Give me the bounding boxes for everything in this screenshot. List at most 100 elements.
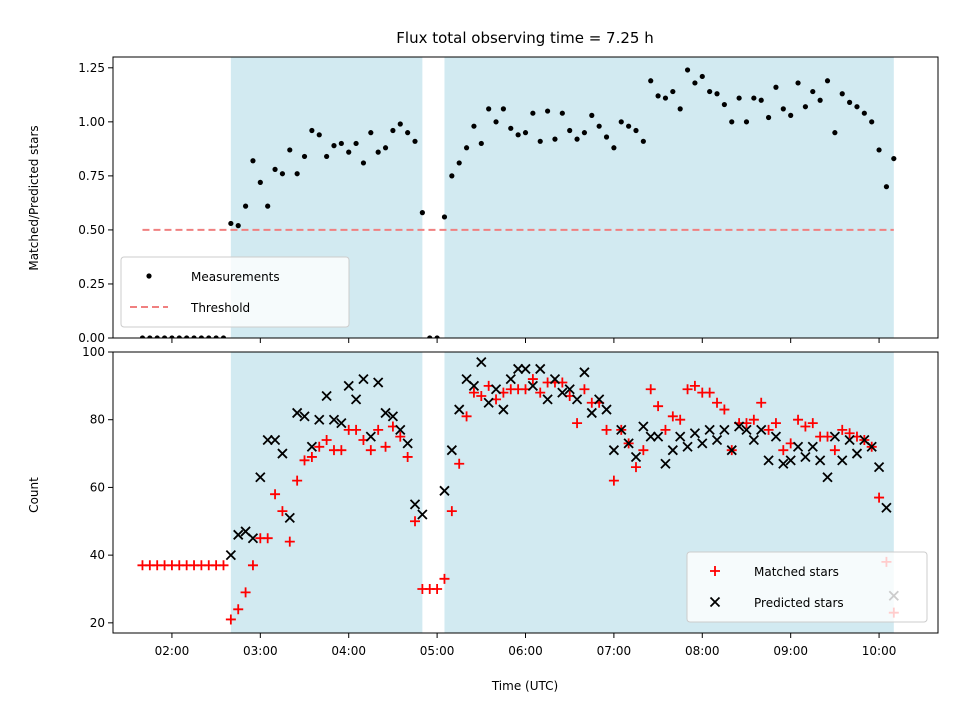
measurements-point bbox=[559, 110, 565, 116]
count-panel: 20 40 60 80 100 02:00 03:00 04:00 05:00 06:00 07:0… bbox=[82, 345, 939, 658]
predicted-stars-point bbox=[306, 441, 318, 452]
matched-stars-point bbox=[351, 424, 362, 435]
legend-label-matched-stars: Matched stars bbox=[754, 565, 839, 579]
matched-stars-point bbox=[373, 424, 384, 435]
measurements-point bbox=[279, 171, 286, 177]
matched-stars-point bbox=[535, 387, 546, 398]
measurements-point bbox=[441, 214, 448, 220]
matched-stars-point bbox=[468, 387, 479, 398]
predicted-stars-point bbox=[255, 472, 266, 483]
predicted-stars-point bbox=[652, 431, 664, 442]
matched-stars-point bbox=[527, 374, 538, 385]
measurements-point bbox=[891, 155, 897, 162]
measurements-point bbox=[412, 138, 418, 144]
matched-stars-point bbox=[233, 604, 244, 615]
y-tick-label: 0.00 bbox=[78, 331, 105, 345]
legend-label-threshold: Threshold bbox=[190, 301, 250, 315]
matched-stars-point bbox=[837, 424, 848, 435]
measurements-point bbox=[154, 335, 160, 338]
measurements-point bbox=[191, 335, 197, 338]
predicted-stars-point bbox=[571, 394, 583, 405]
measurements-point bbox=[626, 123, 632, 129]
measurements-point bbox=[751, 95, 757, 101]
measurements-point bbox=[817, 97, 823, 103]
measurements-point bbox=[515, 132, 521, 138]
matched-stars-point bbox=[638, 445, 649, 456]
predicted-stars-point bbox=[579, 367, 590, 378]
measurements-point bbox=[206, 335, 212, 338]
predicted-stars-point bbox=[881, 502, 892, 513]
measurements-point bbox=[530, 110, 536, 116]
predicted-stars-point bbox=[233, 529, 244, 540]
legend-swatch-measurements bbox=[146, 273, 152, 279]
measurements-point bbox=[596, 123, 602, 129]
matched-stars-point bbox=[336, 445, 347, 456]
matched-stars-point bbox=[874, 492, 885, 503]
measurements-point bbox=[184, 335, 190, 338]
matched-stars-point bbox=[284, 536, 295, 547]
measurements-point bbox=[729, 119, 735, 125]
measurements-point bbox=[456, 160, 462, 166]
measurements-point bbox=[353, 140, 359, 147]
measurements-point bbox=[522, 130, 529, 136]
predicted-stars-point bbox=[741, 424, 752, 436]
legend-swatch-matched-stars bbox=[710, 566, 720, 576]
legend-label-predicted-stars: Predicted stars bbox=[754, 596, 844, 610]
predicted-stars-point bbox=[770, 431, 782, 442]
measurements-point bbox=[648, 78, 654, 84]
x-tick-label: 06:00 bbox=[508, 644, 543, 658]
matched-stars-point bbox=[660, 424, 671, 435]
predicted-stars-point bbox=[542, 394, 553, 405]
measurements-point bbox=[677, 106, 683, 112]
measurements-point bbox=[316, 132, 322, 138]
matched-stars-point bbox=[579, 384, 590, 395]
matched-stars-point bbox=[800, 421, 811, 432]
matched-stars-point bbox=[306, 451, 317, 462]
measurements-point bbox=[824, 78, 831, 84]
measurements-point bbox=[161, 335, 168, 338]
matched-stars-point bbox=[365, 445, 376, 456]
y-tick-label: 1.00 bbox=[78, 115, 105, 129]
predicted-stars-point bbox=[792, 441, 804, 452]
x-axis-label: Time (UTC) bbox=[491, 679, 558, 693]
measurements-point bbox=[368, 130, 374, 136]
measurements-point bbox=[854, 104, 860, 110]
y-tick-label: 20 bbox=[90, 616, 105, 630]
matched-stars-point bbox=[454, 458, 465, 469]
predicted-stars-point bbox=[726, 445, 737, 456]
measurements-point bbox=[228, 220, 234, 227]
observing-window bbox=[444, 57, 894, 338]
measurements-point bbox=[220, 335, 227, 338]
measurements-point bbox=[486, 106, 492, 112]
measurements-point bbox=[382, 145, 389, 151]
measurements-point bbox=[810, 88, 816, 95]
measurements-point bbox=[611, 145, 617, 151]
matched-stars-point bbox=[262, 533, 273, 544]
predicted-stars-point bbox=[557, 387, 568, 398]
matched-stars-point bbox=[608, 475, 619, 486]
measurements-point bbox=[198, 335, 204, 338]
measurements-point bbox=[213, 335, 219, 338]
measurements-point bbox=[139, 335, 146, 338]
chart-title: Flux total observing time = 7.25 h bbox=[396, 29, 653, 47]
predicted-stars-point bbox=[873, 461, 885, 473]
matched-stars-point bbox=[829, 445, 840, 456]
measurements-point bbox=[309, 127, 315, 134]
predicted-stars-point bbox=[454, 404, 465, 415]
bottom-y-axis-label: Count bbox=[27, 477, 41, 513]
legend-swatch-predicted-stars bbox=[709, 596, 721, 608]
predicted-stars-point bbox=[719, 424, 730, 436]
measurements-point bbox=[471, 123, 477, 129]
measurements-point bbox=[397, 121, 403, 127]
predicted-stars-point bbox=[358, 373, 369, 385]
predicted-stars-point bbox=[675, 431, 686, 442]
x-tick-label: 05:00 bbox=[420, 644, 455, 658]
measurements-point bbox=[544, 108, 551, 114]
predicted-stars-point bbox=[837, 455, 848, 466]
matched-stars-point bbox=[807, 418, 818, 429]
matched-stars-point bbox=[277, 506, 288, 517]
plot-area bbox=[139, 67, 897, 338]
predicted-stars-point bbox=[630, 451, 642, 463]
measurements-point bbox=[780, 106, 786, 112]
measurements-point bbox=[714, 91, 720, 97]
